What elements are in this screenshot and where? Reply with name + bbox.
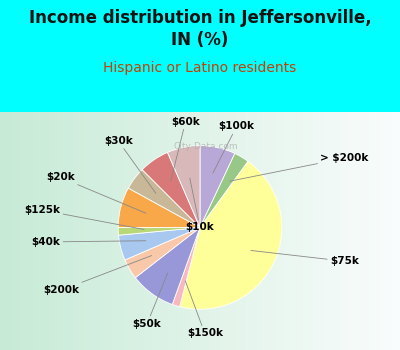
Text: $40k: $40k (32, 237, 146, 247)
Wedge shape (200, 146, 235, 228)
Wedge shape (118, 228, 200, 260)
Wedge shape (180, 161, 282, 309)
Wedge shape (135, 228, 200, 304)
Text: $75k: $75k (251, 251, 359, 266)
Text: $50k: $50k (133, 273, 168, 329)
Text: $150k: $150k (185, 281, 223, 338)
Wedge shape (142, 152, 200, 228)
Wedge shape (118, 188, 200, 228)
Text: Hispanic or Latino residents: Hispanic or Latino residents (103, 61, 297, 75)
Wedge shape (128, 170, 200, 228)
Text: $100k: $100k (213, 121, 254, 173)
Text: $30k: $30k (104, 136, 156, 193)
Wedge shape (172, 228, 200, 307)
Wedge shape (118, 228, 200, 235)
Text: $10k: $10k (186, 178, 214, 232)
Text: Income distribution in Jeffersonville,
IN (%): Income distribution in Jeffersonville, I… (29, 9, 371, 49)
Text: > $200k: > $200k (230, 153, 369, 181)
Text: $60k: $60k (171, 117, 200, 181)
Wedge shape (125, 228, 200, 278)
Wedge shape (168, 146, 200, 228)
Text: $200k: $200k (44, 256, 152, 295)
Wedge shape (200, 153, 248, 228)
Text: City-Data.com: City-Data.com (174, 142, 238, 151)
Text: $125k: $125k (24, 205, 144, 230)
Text: $20k: $20k (46, 173, 146, 213)
